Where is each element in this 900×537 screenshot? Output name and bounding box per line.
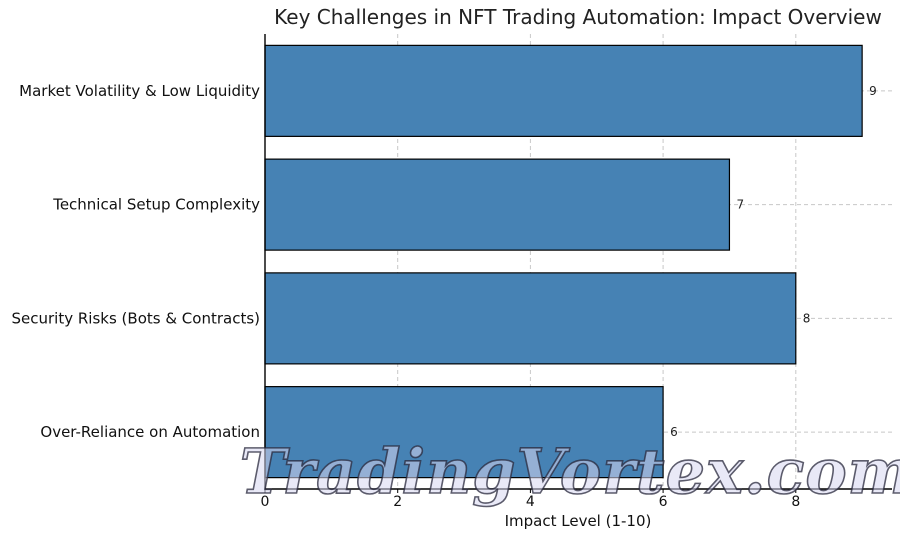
x-tick-label: 6 [659,494,668,510]
bar [264,272,797,365]
data-label: 9 [869,84,877,98]
bars [264,44,863,479]
chart-title: Key Challenges in NFT Trading Automation… [274,5,882,29]
bar [264,158,731,251]
y-tick-label: Market Volatility & Low Liquidity [19,82,260,100]
data-labels: 9 7 8 6 [670,84,877,439]
bar [264,44,863,137]
x-tick-label: 0 [261,494,270,510]
x-tick-labels: 0 2 4 6 8 [261,489,800,510]
bar [264,386,664,479]
y-tick-label: Technical Setup Complexity [52,196,260,214]
watermark: TradingVortex.com [240,435,900,508]
axes [264,34,892,490]
data-label: 6 [670,425,678,439]
x-axis-label: Impact Level (1-10) [505,512,652,530]
data-label: 8 [803,311,811,325]
y-tick-label: Security Risks (Bots & Contracts) [12,309,260,327]
y-tick-labels: Market Volatility & Low Liquidity Technic… [12,82,261,441]
data-label: 7 [736,198,744,212]
x-tick-label: 8 [791,494,800,510]
y-tick-label: Over-Reliance on Automation [40,423,260,441]
x-tick-label: 2 [393,494,402,510]
x-tick-label: 4 [526,494,535,510]
